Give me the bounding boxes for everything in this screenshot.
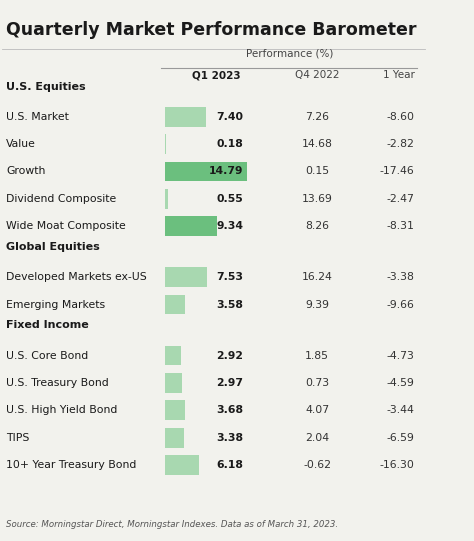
Text: -0.62: -0.62 xyxy=(303,460,331,470)
Text: 16.24: 16.24 xyxy=(302,272,333,282)
Text: -6.59: -6.59 xyxy=(387,433,415,443)
Text: Wide Moat Composite: Wide Moat Composite xyxy=(6,221,126,231)
Text: U.S. Equities: U.S. Equities xyxy=(6,82,86,91)
Text: TIPS: TIPS xyxy=(6,433,30,443)
Bar xyxy=(165,267,207,287)
Text: 9.34: 9.34 xyxy=(216,221,243,231)
Bar xyxy=(165,346,181,365)
Text: Quarterly Market Performance Barometer: Quarterly Market Performance Barometer xyxy=(6,21,417,39)
Text: -8.60: -8.60 xyxy=(386,111,415,122)
Text: Performance (%): Performance (%) xyxy=(246,49,333,58)
Text: Developed Markets ex-US: Developed Markets ex-US xyxy=(6,272,147,282)
Text: 7.26: 7.26 xyxy=(305,111,329,122)
Text: U.S. Market: U.S. Market xyxy=(6,111,69,122)
Text: 9.39: 9.39 xyxy=(305,300,329,309)
Text: Q1 2023: Q1 2023 xyxy=(192,70,241,80)
Text: 6.18: 6.18 xyxy=(216,460,243,470)
Text: 1.85: 1.85 xyxy=(305,351,329,360)
Text: 2.04: 2.04 xyxy=(305,433,329,443)
Text: -3.44: -3.44 xyxy=(387,405,415,415)
Text: -2.82: -2.82 xyxy=(387,139,415,149)
Text: 3.38: 3.38 xyxy=(216,433,243,443)
Text: 7.53: 7.53 xyxy=(216,272,243,282)
Text: 2.92: 2.92 xyxy=(216,351,243,360)
Text: Emerging Markets: Emerging Markets xyxy=(6,300,105,309)
Text: 4.07: 4.07 xyxy=(305,405,329,415)
Text: -8.31: -8.31 xyxy=(387,221,415,231)
Text: U.S. Treasury Bond: U.S. Treasury Bond xyxy=(6,378,109,388)
Text: 0.55: 0.55 xyxy=(217,194,243,204)
Text: 7.40: 7.40 xyxy=(216,111,243,122)
Text: 13.69: 13.69 xyxy=(302,194,333,204)
Text: Source: Morningstar Direct, Morningstar Indexes. Data as of March 31, 2023.: Source: Morningstar Direct, Morningstar … xyxy=(6,520,338,529)
Text: 10+ Year Treasury Bond: 10+ Year Treasury Bond xyxy=(6,460,137,470)
Text: Growth: Growth xyxy=(6,167,46,176)
Text: -17.46: -17.46 xyxy=(380,167,415,176)
Text: -4.59: -4.59 xyxy=(387,378,415,388)
Bar xyxy=(165,189,168,209)
Text: 14.79: 14.79 xyxy=(209,167,243,176)
Text: -16.30: -16.30 xyxy=(380,460,415,470)
Bar xyxy=(165,162,247,181)
Bar xyxy=(165,455,200,475)
Text: 2.97: 2.97 xyxy=(216,378,243,388)
Text: Dividend Composite: Dividend Composite xyxy=(6,194,117,204)
Text: Value: Value xyxy=(6,139,36,149)
Bar xyxy=(165,295,185,314)
Text: 0.18: 0.18 xyxy=(217,139,243,149)
Bar xyxy=(165,134,166,154)
Text: 0.73: 0.73 xyxy=(305,378,329,388)
Text: 3.68: 3.68 xyxy=(216,405,243,415)
Text: U.S. Core Bond: U.S. Core Bond xyxy=(6,351,89,360)
Text: -4.73: -4.73 xyxy=(387,351,415,360)
Text: Fixed Income: Fixed Income xyxy=(6,320,89,331)
Text: 3.58: 3.58 xyxy=(216,300,243,309)
Text: Global Equities: Global Equities xyxy=(6,242,100,252)
Text: U.S. High Yield Bond: U.S. High Yield Bond xyxy=(6,405,118,415)
Text: -2.47: -2.47 xyxy=(387,194,415,204)
Bar xyxy=(165,428,184,447)
Bar xyxy=(165,107,206,127)
Text: 14.68: 14.68 xyxy=(302,139,333,149)
Text: Q4 2022: Q4 2022 xyxy=(295,70,339,80)
Bar xyxy=(165,216,217,236)
Text: 8.26: 8.26 xyxy=(305,221,329,231)
Bar xyxy=(165,373,182,393)
Text: -9.66: -9.66 xyxy=(387,300,415,309)
Text: 0.15: 0.15 xyxy=(305,167,329,176)
Bar xyxy=(165,400,185,420)
Text: 1 Year: 1 Year xyxy=(383,70,415,80)
Text: -3.38: -3.38 xyxy=(387,272,415,282)
